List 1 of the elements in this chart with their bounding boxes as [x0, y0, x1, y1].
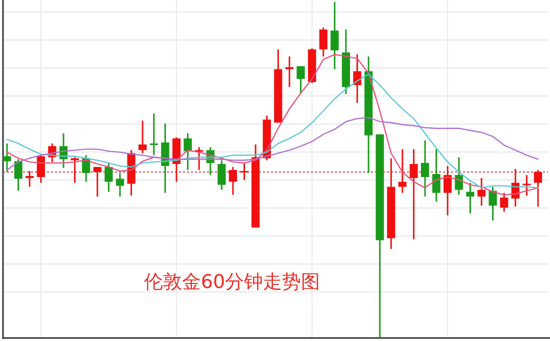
- text: 伦敦金60分钟走势图: [144, 271, 320, 293]
